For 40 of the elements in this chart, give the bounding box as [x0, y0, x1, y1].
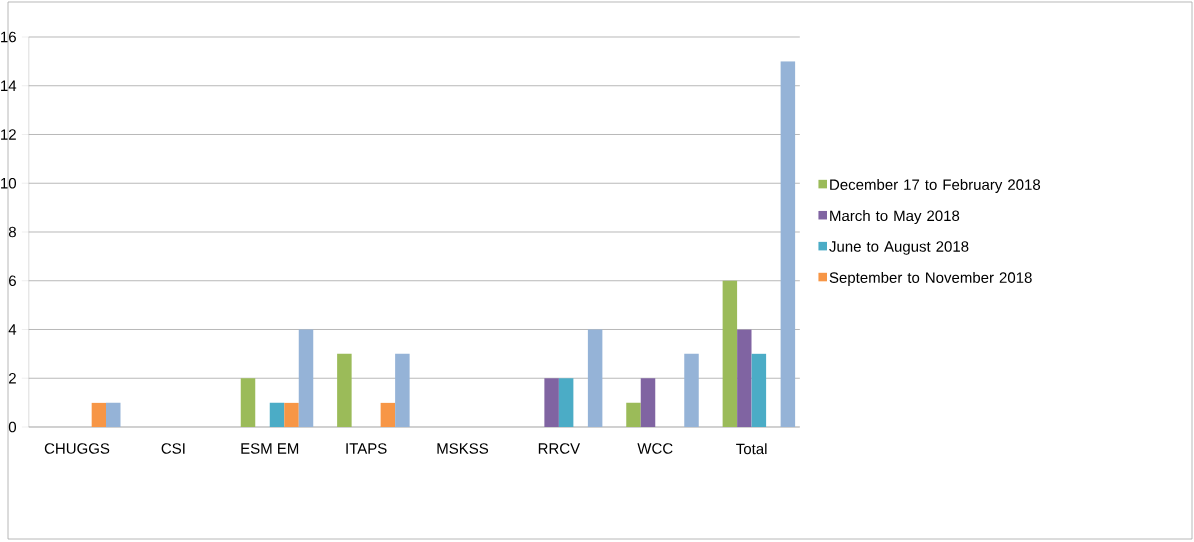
bar — [284, 402, 299, 427]
bar — [751, 353, 767, 427]
legend-label: June to August 2018 — [829, 241, 969, 255]
bar — [380, 402, 396, 427]
y-tick-label: 4 — [8, 324, 17, 335]
x-tick-label: Total — [736, 443, 767, 455]
bar — [737, 329, 752, 427]
bar — [106, 402, 121, 427]
x-tick-label: RRCV — [538, 443, 581, 454]
x-tick-label: CHUGGS — [44, 443, 110, 454]
x-tick-label: CSI — [161, 443, 185, 454]
bar — [269, 402, 285, 427]
legend-label: December 17 to February 2018 — [830, 178, 1041, 193]
y-tick-label: 0 — [8, 421, 17, 433]
bar — [587, 329, 603, 427]
y-tick-label: 10 — [1, 177, 17, 189]
y-tick-label: 16 — [1, 31, 16, 43]
y-tick-label: 14 — [1, 80, 17, 91]
x-tick-label: ESM EM — [241, 443, 299, 454]
legend-label: September to November 2018 — [829, 271, 1032, 286]
x-tick-label: ITAPS — [346, 443, 387, 454]
x-tick-label: WCC — [637, 443, 673, 454]
bar — [640, 378, 656, 427]
bar — [298, 329, 314, 427]
bar — [337, 353, 352, 427]
bar — [240, 378, 256, 427]
bar — [684, 353, 699, 427]
x-tick-label: MSKSS — [437, 443, 489, 454]
y-tick-label: 6 — [9, 275, 16, 287]
legend-label: March to May 2018 — [830, 210, 960, 225]
y-tick-label: 8 — [8, 226, 16, 238]
bar — [722, 280, 738, 427]
bar — [395, 353, 410, 427]
bar — [780, 61, 796, 427]
bar — [91, 402, 107, 427]
bar — [626, 402, 641, 427]
y-tick-label: 12 — [1, 129, 16, 140]
y-tick-label: 2 — [9, 373, 16, 384]
bar — [558, 378, 574, 427]
bar — [544, 378, 559, 427]
